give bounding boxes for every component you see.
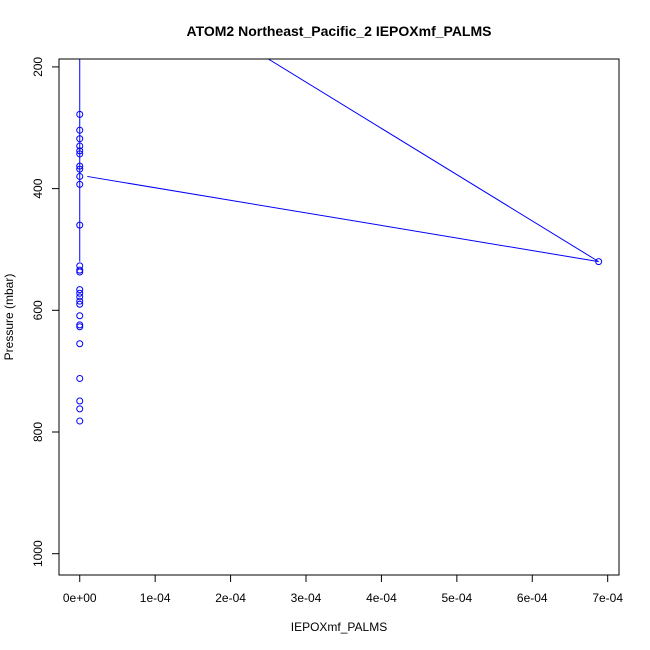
data-point-27	[595, 258, 603, 266]
data-point-18	[76, 300, 84, 308]
y-tick-label-0: 200	[31, 57, 45, 77]
x-tick-label-5: 5e-04	[441, 591, 472, 605]
y-axis: 200 400 600 800 1000	[31, 57, 60, 567]
data-point-24	[76, 397, 84, 405]
y-axis-label: Pressure (mbar)	[2, 274, 16, 361]
chart-title: ATOM2 Northeast_Pacific_2 IEPOXmf_PALMS	[187, 23, 492, 39]
x-axis-label: IEPOXmf_PALMS	[291, 620, 387, 634]
x-tick-label-1: 1e-04	[140, 591, 171, 605]
data-point-12	[76, 266, 84, 274]
data-point-9	[76, 180, 84, 188]
data-point-25	[76, 405, 84, 413]
data-point-4	[76, 147, 84, 155]
data-point-22	[76, 340, 84, 348]
y-tick-label-2: 600	[31, 300, 45, 320]
series-line-2	[268, 59, 599, 263]
y-tick-label-3: 800	[31, 422, 45, 442]
data-point-19	[76, 312, 84, 320]
series-points	[76, 110, 603, 425]
data-point-13	[76, 268, 84, 276]
data-point-14	[76, 286, 84, 294]
series-line-1	[87, 175, 599, 263]
data-point-20	[76, 321, 84, 329]
data-point-1	[76, 126, 84, 134]
data-point-8	[76, 172, 84, 180]
x-tick-label-3: 3e-04	[291, 591, 322, 605]
x-tick-label-6: 6e-04	[517, 591, 548, 605]
data-point-3	[76, 142, 84, 150]
data-point-2	[76, 135, 84, 143]
data-point-10	[76, 221, 84, 229]
data-point-17	[76, 297, 84, 305]
x-tick-label-4: 4e-04	[366, 591, 397, 605]
y-tick-label-4: 1000	[31, 540, 45, 567]
x-tick-label-0: 0e+00	[63, 591, 97, 605]
data-point-16	[76, 293, 84, 301]
x-axis: 0e+00 1e-04 2e-04 3e-04 4e-04 5e-04 6e-04 7e-04	[63, 574, 623, 605]
data-point-23	[76, 374, 84, 382]
y-tick-label-1: 400	[31, 178, 45, 198]
data-point-7	[76, 165, 84, 173]
x-tick-label-2: 2e-04	[215, 591, 246, 605]
data-point-6	[76, 162, 84, 170]
data-point-0	[76, 110, 84, 118]
x-tick-label-7: 7e-04	[592, 591, 623, 605]
data-point-26	[76, 417, 84, 425]
data-point-21	[76, 323, 84, 331]
data-point-5	[76, 150, 84, 158]
data-point-15	[76, 289, 84, 297]
